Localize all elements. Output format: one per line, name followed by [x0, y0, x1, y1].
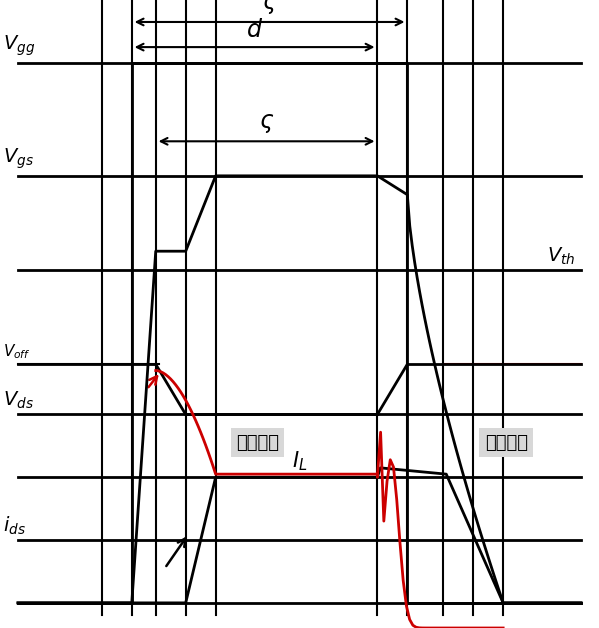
Text: 开通过程: 开通过程: [236, 434, 279, 452]
Text: $V_{gg}$: $V_{gg}$: [3, 33, 35, 58]
Text: $I_L$: $I_L$: [292, 449, 307, 473]
Text: 关断过程: 关断过程: [485, 434, 528, 452]
Text: $\varsigma$: $\varsigma$: [259, 111, 274, 135]
Text: $i_{ds}$: $i_{ds}$: [3, 514, 26, 537]
Text: $V_{off}$: $V_{off}$: [3, 342, 31, 361]
Text: $\varsigma$: $\varsigma$: [262, 0, 277, 16]
Text: $d$: $d$: [246, 18, 263, 42]
Text: $V_{ds}$: $V_{ds}$: [3, 390, 34, 411]
Text: $V_{gs}$: $V_{gs}$: [3, 146, 34, 171]
Text: $V_{th}$: $V_{th}$: [547, 246, 575, 267]
